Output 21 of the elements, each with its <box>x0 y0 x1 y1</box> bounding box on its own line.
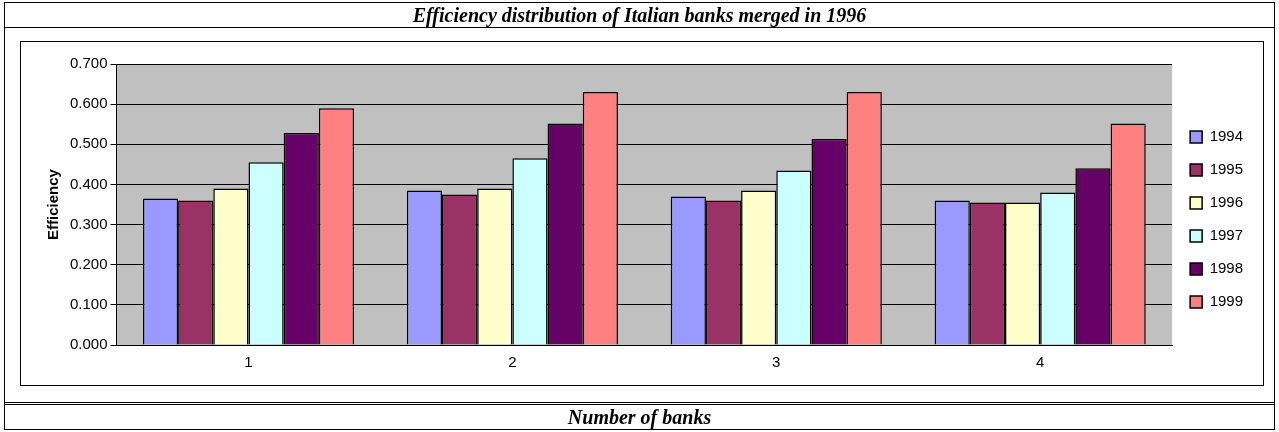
legend-label: 1995 <box>1209 160 1244 178</box>
chart-title: Efficiency distribution of Italian banks merged in 1996 <box>5 3 1274 28</box>
y-tick-label: 0.300 <box>69 214 108 232</box>
y-tick-label: 0.200 <box>69 254 108 272</box>
legend-label: 1999 <box>1209 292 1244 310</box>
y-tick-label: 0.500 <box>69 134 108 152</box>
y-tick-label: 0.000 <box>69 335 108 353</box>
x-tick-label: 4 <box>1036 353 1045 371</box>
y-tick-label: 0.700 <box>69 54 108 72</box>
legend-label: 1994 <box>1209 127 1244 145</box>
legend-label: 1997 <box>1209 226 1244 244</box>
y-tick-label: 0.400 <box>69 174 108 192</box>
legend-label: 1998 <box>1209 259 1244 277</box>
x-tick-label: 3 <box>772 353 781 371</box>
legend-label: 1996 <box>1209 193 1244 211</box>
x-tick-label: 2 <box>508 353 517 371</box>
y-tick-label: 0.100 <box>69 295 108 312</box>
y-axis-title: Efficiency <box>44 168 62 240</box>
x-axis-title: Number of banks <box>5 404 1274 429</box>
x-tick-label: 1 <box>244 353 253 371</box>
y-tick-label: 0.600 <box>69 94 108 112</box>
